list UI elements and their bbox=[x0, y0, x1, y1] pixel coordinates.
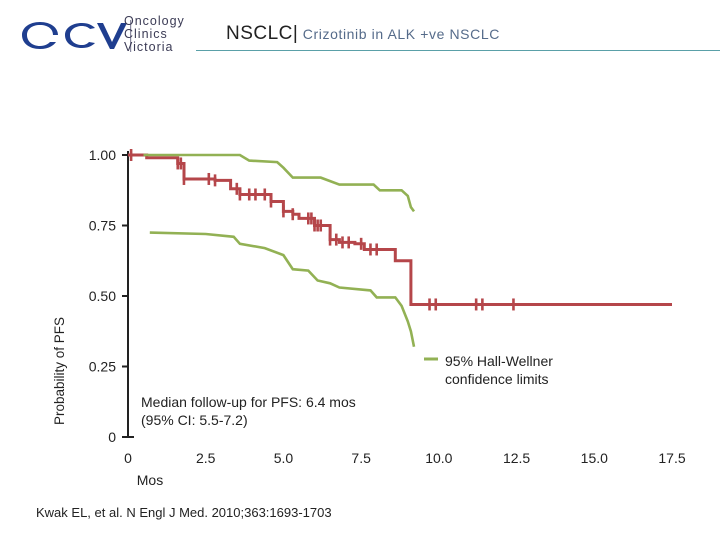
lower-ci-line bbox=[149, 231, 416, 348]
ocv-logo bbox=[22, 20, 132, 52]
logo-line-3: Victoria bbox=[124, 40, 174, 54]
header-rule bbox=[196, 50, 720, 51]
censor-marks bbox=[129, 149, 515, 311]
x-tick-label: 2.5 bbox=[196, 450, 216, 466]
x-tick-label: 15.0 bbox=[581, 450, 608, 466]
y-tick-labels: 0 0.25 0.50 0.75 1.00 bbox=[89, 147, 116, 445]
annotation-line-1: Median follow-up for PFS: 6.4 mos bbox=[141, 394, 356, 410]
x-axis-label: Mos bbox=[137, 472, 163, 488]
title-subtitle: Crizotinib in ALK +ve NSCLC bbox=[302, 26, 500, 42]
x-tick-label: 17.5 bbox=[658, 450, 685, 466]
logo-divider bbox=[130, 20, 132, 52]
title-main: NSCLC| bbox=[226, 23, 299, 44]
y-tick-label: 0.25 bbox=[89, 359, 116, 375]
legend-label-line-2: confidence limits bbox=[445, 371, 549, 387]
logo-line-2: Clinics bbox=[124, 27, 168, 41]
y-tick-label: 1.00 bbox=[89, 147, 116, 163]
y-tick-label: 0.75 bbox=[89, 218, 116, 234]
x-tick-label: 0 bbox=[124, 450, 132, 466]
slide-title: NSCLC| Crizotinib in ALK +ve NSCLC bbox=[226, 23, 500, 45]
legend-label-line-1: 95% Hall-Wellner bbox=[445, 353, 553, 369]
annotation-line-2: (95% CI: 5.5-7.2) bbox=[141, 412, 248, 428]
legend-label: 95% Hall-Wellner confidence limits bbox=[445, 352, 553, 388]
logo-letter-c bbox=[65, 23, 95, 48]
x-tick-labels: 0 2.5 5.0 7.5 10.0 12.5 15.0 17.5 bbox=[124, 450, 686, 466]
series-lines bbox=[128, 153, 672, 348]
upper-ci-line bbox=[143, 153, 416, 213]
median-followup-annotation: Median follow-up for PFS: 6.4 mos (95% C… bbox=[141, 393, 356, 429]
y-tick-label: 0 bbox=[108, 429, 116, 445]
y-tick-label: 0.50 bbox=[89, 288, 116, 304]
x-tick-label: 12.5 bbox=[503, 450, 530, 466]
citation: Kwak EL, et al. N Engl J Med. 2010;363:1… bbox=[36, 505, 332, 520]
x-tick-label: 5.0 bbox=[274, 450, 294, 466]
x-tick-label: 10.0 bbox=[425, 450, 452, 466]
estimate-line bbox=[128, 153, 672, 306]
logo-line-1: Oncology bbox=[124, 14, 185, 28]
logo-wordmark: Oncology Clinics Victoria bbox=[124, 15, 185, 54]
y-axis-label: Probability of PFS bbox=[52, 317, 67, 425]
axes bbox=[122, 151, 134, 438]
logo-letter-v bbox=[97, 23, 127, 49]
x-tick-label: 7.5 bbox=[351, 450, 371, 466]
